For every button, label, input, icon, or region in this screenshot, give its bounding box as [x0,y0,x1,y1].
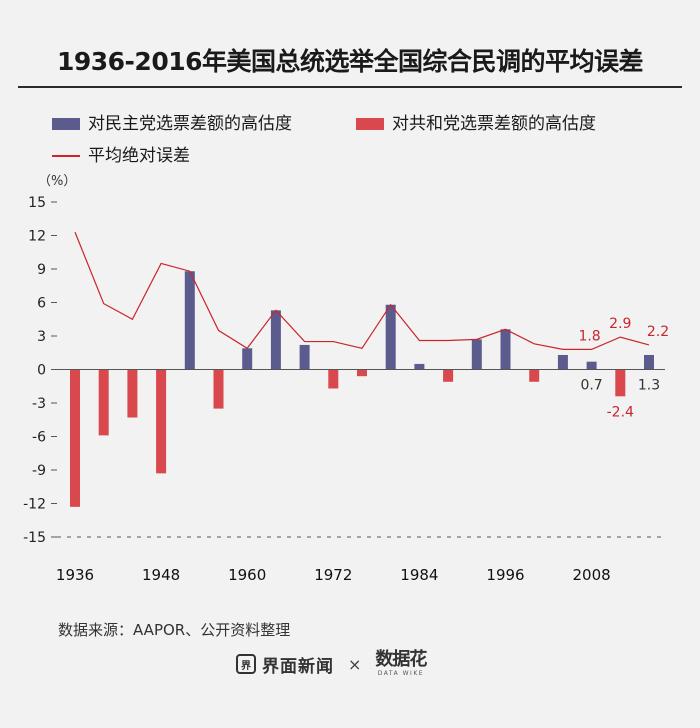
dem-bar [644,354,654,370]
legend-label-rep: 对共和党选票差额的高估度 [392,114,596,134]
x-tick-label: 1984 [400,566,438,584]
data-label: 0.7 [580,378,602,394]
y-tick-label: 9 [37,262,46,278]
x-axis: 1936 1948 1960 1972 1984 1996 2008 [56,536,665,584]
legend-label-line: 平均绝对误差 [88,146,190,166]
partner-logo-tag: DATA WIKE [377,670,425,677]
y-tick-label: 0 [37,363,46,379]
x-tick-label: 1972 [314,566,352,584]
brand-name: 界面新闻 [262,656,334,677]
dem-bar [299,344,310,370]
legend-item-rep: 对共和党选票差额的高估度 [356,109,596,134]
rep-bar [529,369,540,382]
y-tick-label: -15 [23,530,46,546]
brand-separator: × [348,654,362,674]
mae-line [74,231,650,350]
y-tick-label: -6 [32,430,46,446]
data-label: 1.3 [638,378,660,394]
dem-bar [586,361,597,370]
dem-bar [270,310,281,370]
dem-bar [471,339,482,370]
dem-bar [557,354,568,370]
dem-bar [242,348,253,370]
y-tick-label: 12 [28,229,46,245]
rep-bar [328,369,339,389]
y-tick-label: 3 [37,329,46,345]
legend-item-dem: 对民主党选票差额的高估度 [52,109,292,134]
y-axis-unit: （%） [38,174,77,189]
y-tick-label: 6 [37,296,46,312]
dem-bar [414,363,425,370]
annotations: 1.8 2.9 2.2 0.7 -2.41.3 [578,316,669,420]
data-label: 2.9 [609,316,631,332]
legend-swatch-rep [356,118,384,130]
rep-bar [98,369,109,436]
dem-bar [500,329,511,370]
partner-logo-text: 数据花 [375,649,427,670]
x-tick-label: 1960 [228,566,266,584]
chart-title: 1936-2016年美国总统选举全国综合民调的平均误差 [56,47,644,76]
rep-bar [357,369,367,377]
data-label: -2.4 [607,404,634,420]
y-tick-label: -9 [32,463,46,479]
y-tick-label: -12 [23,497,46,513]
data-label: 2.2 [647,324,669,340]
partner-logo: 数据花 DATA WIKE [375,649,427,677]
legend-swatch-line [52,155,80,157]
legend-item-line: 平均绝对误差 [52,141,190,166]
rep-bar [213,369,224,409]
line-series [74,231,650,350]
rep-bar [70,369,80,507]
rep-bar [127,369,138,418]
chart-canvas: 15 12 9 6 3 0 -3 -6 -9 -12 -15 1936 1948 1960 1972 198… [23,195,669,584]
rep-bar [615,369,626,397]
legend-label-dem: 对民主党选票差额的高估度 [88,114,292,134]
y-tick-label: -3 [32,396,46,412]
y-axis: 15 12 9 6 3 0 -3 -6 -9 -12 -15 [23,195,57,546]
x-tick-label: 1936 [56,566,94,584]
brand-footer: 界 界面新闻 × 数据花 DATA WIKE [236,649,427,678]
x-tick-label: 2008 [573,566,611,584]
y-tick-label: 15 [28,195,46,211]
x-tick-label: 1996 [486,566,524,584]
legend-swatch-dem [52,118,80,130]
x-tick-label: 1948 [142,566,180,584]
dem-bar [184,271,195,370]
bar-series [57,271,665,507]
source-note: 数据来源：AAPOR、公开资料整理 [58,621,291,639]
title-divider [18,86,682,88]
rep-bar [443,369,454,382]
rep-bar [156,369,167,474]
data-label: 1.8 [578,328,600,344]
dem-bar [385,304,396,370]
jiemian-logo-icon: 界 [236,654,256,674]
